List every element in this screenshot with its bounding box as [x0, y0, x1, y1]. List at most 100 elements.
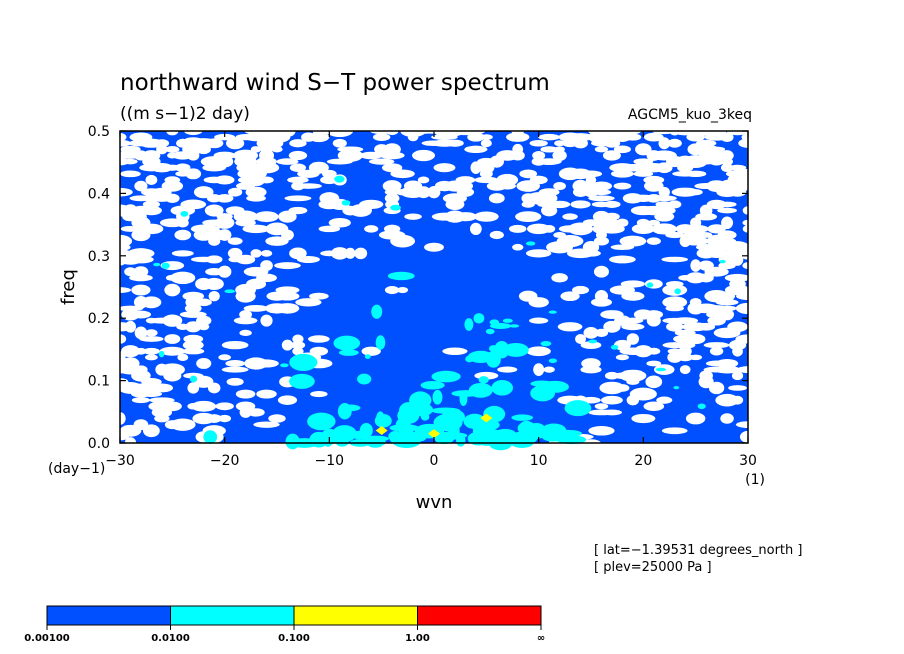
x-axis: −30 −20 −10 0 10 20 30 — [105, 131, 757, 469]
white-patch — [183, 334, 204, 344]
white-patch — [260, 260, 273, 272]
white-patch — [281, 339, 294, 351]
colorbar-swatch — [170, 605, 295, 626]
white-patch — [442, 347, 468, 355]
white-patch — [242, 224, 270, 234]
white-patch — [497, 366, 518, 373]
cyan-patch — [530, 385, 555, 402]
white-patch — [204, 277, 224, 290]
white-patch — [217, 229, 232, 241]
white-patch — [182, 348, 205, 355]
cyan-patch — [503, 343, 529, 357]
white-patch — [145, 174, 158, 186]
white-patch — [583, 327, 599, 339]
white-patch — [191, 400, 217, 412]
white-patch — [572, 285, 590, 295]
white-patch — [674, 329, 696, 337]
cyan-patch — [411, 403, 434, 417]
white-patch — [631, 413, 656, 424]
white-patch — [715, 393, 739, 407]
white-patch — [679, 365, 691, 375]
white-patch — [245, 186, 267, 198]
white-patch — [717, 207, 737, 214]
white-patch — [667, 351, 683, 363]
white-patch — [635, 143, 652, 156]
white-patch — [276, 158, 299, 165]
white-patch — [373, 133, 391, 142]
white-patch — [287, 176, 309, 184]
white-patch — [592, 210, 611, 223]
white-patch — [294, 183, 322, 189]
cyan-speck — [465, 355, 474, 363]
white-patch — [651, 195, 677, 202]
white-patch — [127, 248, 155, 259]
cyan-speck — [180, 210, 189, 217]
white-patch — [361, 346, 381, 356]
cyan-speck — [646, 282, 654, 288]
white-patch — [603, 200, 621, 208]
white-patch — [271, 146, 283, 153]
white-patch — [584, 187, 598, 198]
white-patch — [543, 366, 555, 373]
experiment-label: AGCM5_kuo_3keq — [628, 107, 752, 123]
white-patch — [538, 188, 560, 197]
white-patch — [690, 217, 702, 229]
cyan-patch — [352, 430, 367, 440]
cyan-patch — [333, 335, 361, 351]
white-patch — [643, 401, 665, 412]
white-patch — [621, 323, 645, 331]
cyan-patch — [389, 424, 420, 432]
white-patch — [384, 286, 400, 295]
white-patch — [554, 146, 565, 153]
white-patch — [594, 146, 609, 153]
cyan-speck — [280, 363, 289, 368]
white-patch — [254, 359, 279, 368]
white-patch — [226, 377, 244, 386]
white-patch — [616, 218, 629, 227]
white-patch — [685, 412, 706, 425]
white-patch — [515, 211, 542, 223]
cyan-patch — [357, 373, 372, 385]
cyan-patch — [433, 413, 463, 432]
white-patch — [488, 193, 505, 204]
white-patch — [378, 230, 406, 240]
white-patch — [332, 138, 347, 148]
white-patch — [218, 414, 232, 423]
y-tick-label: 0.4 — [88, 186, 110, 202]
white-patch — [337, 146, 364, 153]
white-patch — [145, 354, 158, 361]
x-tick-label: 0 — [430, 453, 439, 469]
white-patch — [672, 317, 699, 325]
white-patch — [560, 291, 580, 302]
cyan-speck — [390, 204, 401, 211]
white-patch — [235, 389, 256, 399]
white-patch — [225, 206, 245, 215]
cyan-speck — [719, 259, 726, 264]
pressure-annotation: [ plev=25000 Pa ] — [594, 560, 712, 575]
white-patch — [662, 284, 688, 296]
white-patch — [185, 321, 202, 333]
white-patch — [221, 340, 249, 350]
white-patch — [235, 401, 256, 412]
cyan-speck — [161, 262, 170, 269]
white-patch — [467, 132, 485, 142]
cyan-speck — [673, 386, 680, 390]
y-unit-label: (day−1) — [48, 461, 105, 477]
white-patch — [580, 341, 602, 350]
white-patch — [469, 222, 482, 236]
white-patch — [164, 176, 181, 184]
x-tick-label: −10 — [315, 453, 345, 469]
white-patch — [529, 175, 548, 185]
white-patch — [214, 175, 235, 185]
white-patch — [585, 175, 597, 185]
white-patch — [289, 139, 307, 148]
white-patch — [457, 181, 474, 191]
white-patch — [253, 421, 280, 428]
white-patch — [708, 146, 726, 153]
cyan-speck — [509, 324, 519, 328]
white-patch — [579, 170, 603, 178]
white-patch — [431, 134, 458, 140]
y-tick-label: 0.2 — [88, 311, 110, 327]
white-patch — [509, 224, 527, 233]
cyan-speck — [489, 319, 500, 326]
